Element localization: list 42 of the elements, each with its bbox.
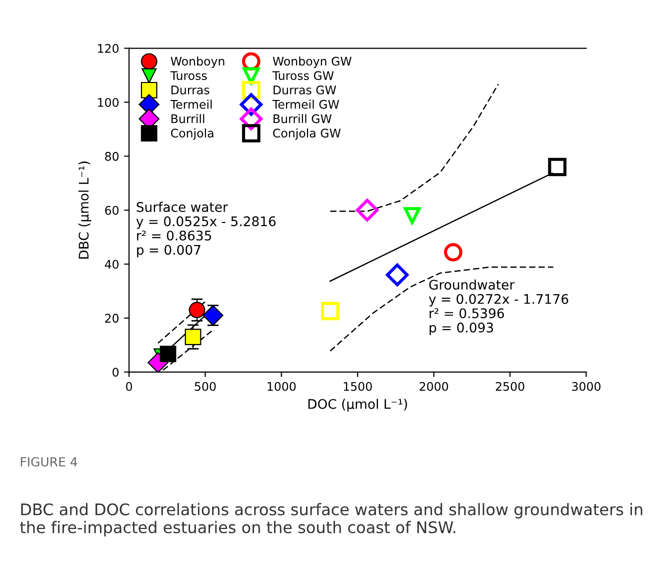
legend-label: Conjola GW [273, 128, 341, 140]
x-tick-label: 500 [194, 382, 216, 391]
annotation: Groundwater y = 0.0272x - 1.7176 r² = 0.5396 p = 0.093 [428, 279, 568, 336]
point [188, 302, 206, 318]
x-tick-label: 0 [126, 382, 132, 391]
point [160, 346, 176, 362]
point [356, 198, 379, 222]
point [548, 158, 566, 176]
annotation: Surface water y = 0.0525x - 5.2816 r² = 0.8635 p = 0.007 [136, 202, 276, 258]
legend-label: Termeil GW [272, 100, 340, 109]
y-tick-label: 40 [104, 260, 119, 269]
x-tick-label: 2000 [420, 382, 448, 391]
legend-label: Termeil [170, 100, 212, 109]
legend-label: Durras [172, 86, 210, 94]
text: DBC and DOC correlations across surface waters and shallow groundwaters in the fire-impacted estuaries on the south coast of NSW. [20, 503, 642, 536]
legend-label: Conjola [171, 128, 214, 140]
point [386, 264, 409, 286]
point [202, 305, 224, 326]
x-tick-label: 1500 [344, 382, 372, 391]
x-tick-label: 3000 [572, 382, 600, 391]
y-axis-title: DBC (µmol L⁻¹) [78, 162, 92, 259]
x-tick-label: 1000 [268, 382, 296, 391]
legend-label: Tuross [170, 71, 207, 80]
x-axis-title: DOC (µmol L⁻¹) [308, 398, 408, 412]
y-tick-label: 80 [105, 152, 119, 161]
x-tick-label: 2500 [496, 382, 524, 391]
point [321, 302, 340, 320]
legend-label: Durras GW [274, 86, 336, 94]
y-tick-label: 120 [98, 44, 119, 53]
y-tick-label: 20 [105, 314, 119, 323]
point [404, 207, 421, 224]
point [184, 328, 202, 346]
legend-label: Wonboyn [170, 56, 224, 68]
legend-label: Burrill GW [274, 114, 332, 124]
y-tick-label: 60 [105, 206, 119, 215]
legend-label: Burrill [172, 114, 204, 124]
legend-label: Wonboyn GW [272, 56, 352, 68]
y-tick-label: 0 [112, 368, 119, 377]
caption: FIGURE 4 [20, 457, 78, 467]
point [444, 243, 462, 262]
legend-label: Tuross GW [272, 71, 334, 80]
y-tick-label: 100 [98, 98, 119, 107]
